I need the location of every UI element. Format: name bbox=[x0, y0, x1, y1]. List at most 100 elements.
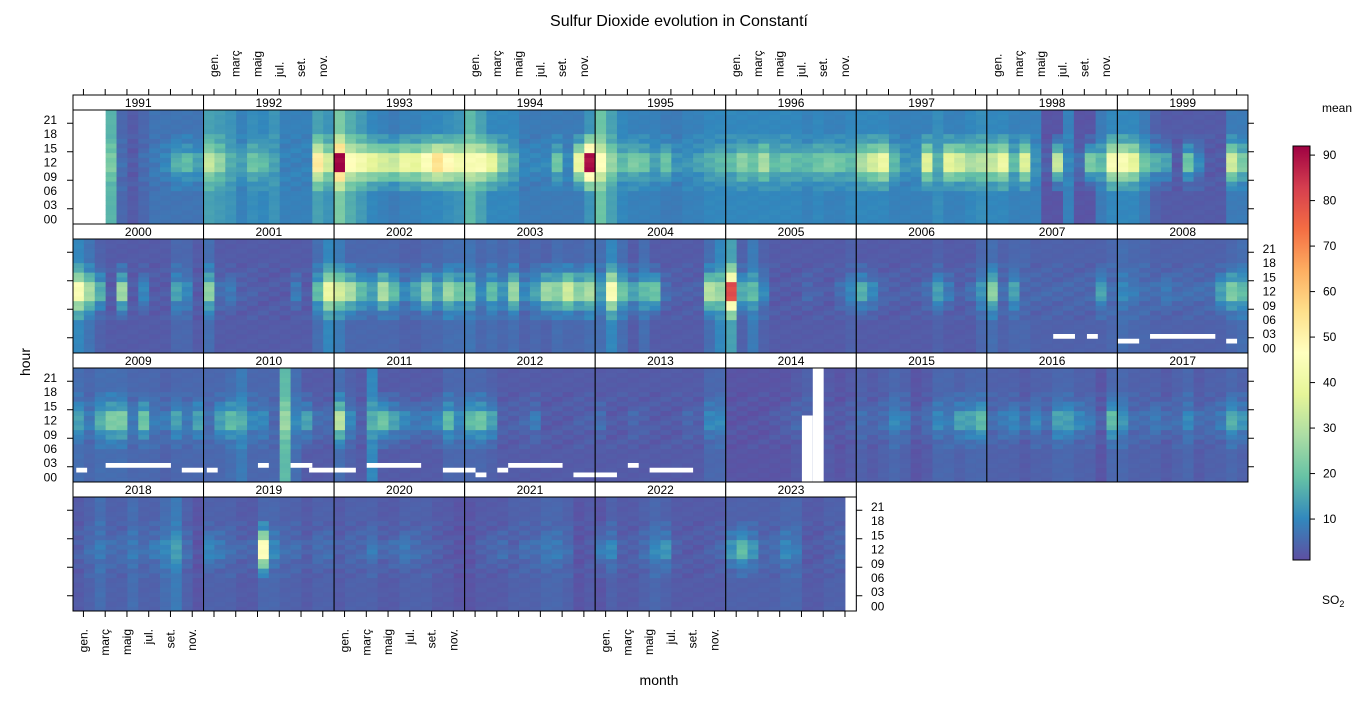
heat-cell bbox=[421, 114, 433, 120]
heat-cell bbox=[301, 138, 313, 144]
heat-cell bbox=[247, 143, 259, 149]
heat-cell bbox=[290, 148, 302, 154]
heat-cell bbox=[693, 214, 705, 220]
heat-cell bbox=[780, 343, 792, 349]
heat-cell bbox=[453, 248, 466, 254]
heat-cell bbox=[584, 219, 596, 225]
heat-cell bbox=[551, 138, 563, 144]
heat-cell bbox=[116, 176, 128, 182]
heat-cell bbox=[714, 239, 727, 245]
heat-cell bbox=[497, 214, 509, 220]
heat-cell bbox=[127, 248, 139, 254]
heat-cell bbox=[377, 133, 389, 139]
heat-cell bbox=[94, 334, 107, 340]
heat-cell bbox=[312, 243, 324, 249]
heat-cell bbox=[1063, 262, 1075, 268]
heat-cell bbox=[388, 296, 400, 302]
heat-cell bbox=[214, 214, 226, 220]
heat-cell bbox=[769, 114, 781, 120]
heat-cell bbox=[921, 181, 933, 187]
heat-cell bbox=[997, 171, 1010, 177]
heat-cell bbox=[203, 319, 215, 325]
heat-cell bbox=[823, 200, 835, 206]
heat-cell bbox=[138, 114, 150, 120]
heat-cell bbox=[954, 195, 966, 201]
heat-cell bbox=[845, 214, 857, 220]
heat-cell bbox=[671, 258, 683, 264]
heat-cell bbox=[616, 200, 629, 206]
heat-cell bbox=[138, 248, 150, 254]
heat-cell bbox=[899, 319, 912, 325]
heat-cell bbox=[660, 119, 672, 125]
heat-cell bbox=[105, 291, 117, 297]
heat-cell bbox=[1030, 143, 1042, 149]
heat-cell bbox=[138, 157, 150, 163]
heat-cell bbox=[519, 315, 531, 321]
heat-cell bbox=[551, 195, 563, 201]
heat-cell bbox=[399, 258, 411, 264]
heat-cell bbox=[94, 315, 107, 321]
heat-cell bbox=[584, 124, 596, 130]
heat-cell bbox=[703, 181, 716, 187]
heat-cell bbox=[1204, 133, 1216, 139]
heat-cell bbox=[1041, 133, 1053, 139]
heat-cell bbox=[910, 248, 922, 254]
heat-cell bbox=[181, 209, 194, 215]
heat-cell bbox=[1095, 291, 1107, 297]
heat-cell bbox=[399, 343, 411, 349]
heat-cell bbox=[671, 343, 683, 349]
heat-cell bbox=[834, 243, 846, 249]
heat-cell bbox=[1237, 205, 1249, 211]
heat-cell bbox=[83, 334, 96, 340]
heat-cell bbox=[214, 258, 226, 264]
heat-cell bbox=[388, 209, 400, 215]
heat-cell bbox=[1182, 214, 1194, 220]
heat-cell bbox=[791, 338, 803, 344]
heat-cell bbox=[975, 281, 988, 287]
heat-cell bbox=[736, 110, 748, 116]
heat-cell bbox=[170, 310, 183, 316]
heat-cell bbox=[986, 243, 999, 249]
heat-cell bbox=[170, 129, 183, 135]
heat-cell bbox=[823, 262, 835, 268]
heat-cell bbox=[769, 315, 781, 321]
heat-cell bbox=[823, 129, 835, 135]
heat-cell bbox=[878, 286, 890, 292]
heat-cell bbox=[127, 162, 139, 168]
heat-cell bbox=[834, 262, 846, 268]
heat-cell bbox=[203, 171, 215, 177]
heat-cell bbox=[660, 138, 672, 144]
heat-cell bbox=[519, 195, 531, 201]
heat-cell bbox=[693, 315, 705, 321]
heat-cell bbox=[388, 324, 400, 330]
heat-cell bbox=[997, 124, 1010, 130]
heat-cell bbox=[1128, 310, 1140, 316]
heat-cell bbox=[421, 329, 433, 335]
heat-cell bbox=[1150, 167, 1162, 173]
heat-cell bbox=[1008, 267, 1020, 273]
heat-cell bbox=[475, 329, 487, 335]
heat-cell bbox=[1139, 343, 1151, 349]
heat-cell bbox=[1073, 219, 1086, 225]
heat-cell bbox=[1030, 114, 1042, 120]
heat-cell bbox=[1160, 190, 1173, 196]
heat-cell bbox=[638, 248, 650, 254]
heat-cell bbox=[1204, 157, 1216, 163]
heat-cell bbox=[323, 329, 335, 335]
heat-cell bbox=[192, 310, 204, 316]
heat-cell bbox=[432, 167, 444, 173]
heat-cell bbox=[1160, 157, 1173, 163]
heat-cell bbox=[279, 239, 291, 245]
heat-cell bbox=[551, 310, 563, 316]
heat-cell bbox=[323, 334, 335, 340]
heat-cell bbox=[268, 343, 281, 349]
heat-cell bbox=[606, 267, 618, 273]
heat-cell bbox=[965, 200, 977, 206]
heat-cell bbox=[257, 114, 270, 120]
heat-cell bbox=[834, 305, 846, 311]
heat-cell bbox=[1160, 214, 1173, 220]
heat-cell bbox=[540, 291, 553, 297]
heat-cell bbox=[725, 324, 738, 330]
heat-cell bbox=[432, 329, 444, 335]
panel-2005: 2005 bbox=[725, 223, 857, 354]
